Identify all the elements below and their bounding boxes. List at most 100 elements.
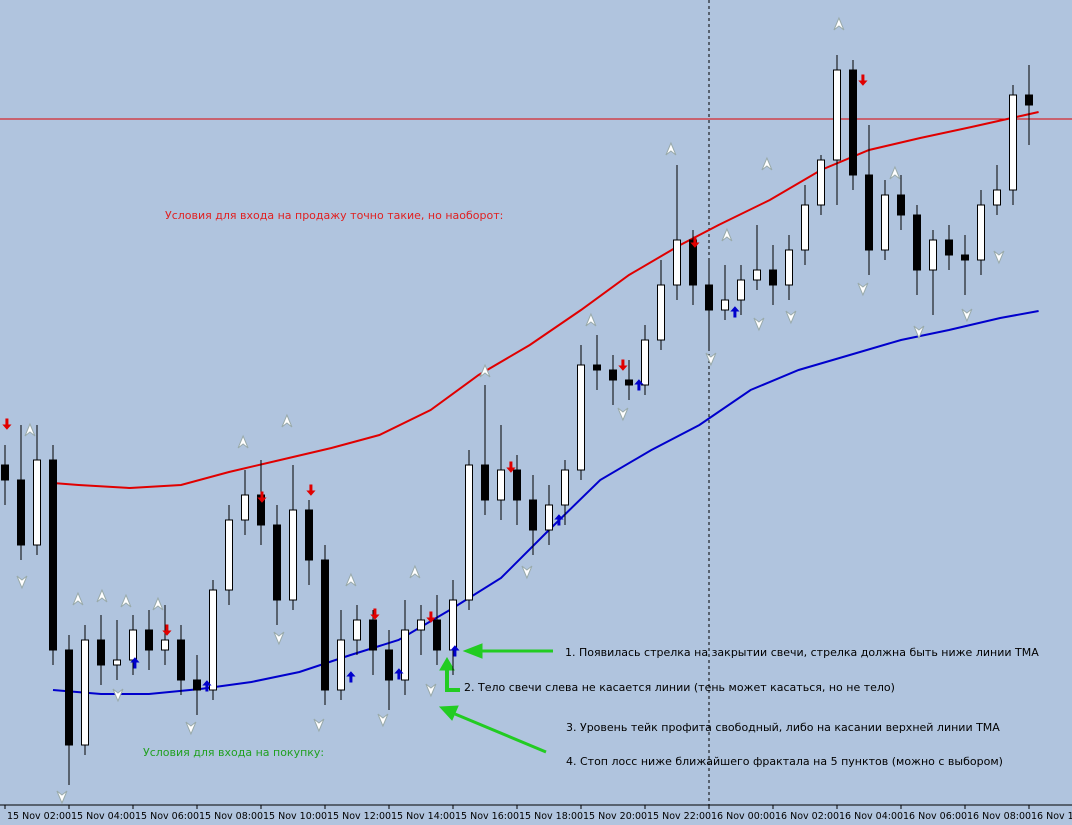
- sell-arrow: [257, 491, 267, 503]
- x-tick-label: 16 Nov 04:00: [839, 811, 903, 822]
- candle-body: [33, 459, 41, 546]
- fractal-down: [785, 310, 797, 325]
- buy-arrow: [346, 671, 356, 683]
- candle-body: [945, 239, 953, 256]
- sell-arrow: [426, 611, 436, 623]
- candle-body: [97, 639, 105, 666]
- fractal-down: [56, 790, 68, 805]
- fractal-down: [273, 631, 285, 646]
- x-tick-label: 16 Nov 10: [1031, 811, 1072, 822]
- fractal-up: [72, 591, 84, 606]
- candle-body: [529, 499, 537, 531]
- fractal-down: [913, 325, 925, 340]
- fractal-up: [345, 572, 357, 587]
- x-tick-label: 15 Nov 04:00: [71, 811, 135, 822]
- candle-body: [785, 249, 793, 286]
- candle-body: [481, 464, 489, 501]
- fractal-down: [617, 407, 629, 422]
- buy-arrow: [730, 306, 740, 318]
- fractal-up: [761, 156, 773, 171]
- candle-body: [369, 619, 377, 651]
- candle-body: [241, 494, 249, 521]
- candle-body: [561, 469, 569, 506]
- candle-body: [81, 639, 89, 746]
- arrow-head: [462, 643, 483, 659]
- candle-body: [209, 589, 217, 691]
- fractal-up: [281, 413, 293, 428]
- candle-body: [193, 679, 201, 691]
- sell-arrow: [162, 624, 172, 636]
- x-tick-label: 15 Nov 20:00: [583, 811, 647, 822]
- fractal-up: [409, 564, 421, 579]
- candle-body: [961, 254, 969, 261]
- buy-arrow: [394, 668, 404, 680]
- candle-body: [49, 459, 57, 651]
- green-arrows: [438, 643, 553, 754]
- candle-body: [833, 69, 841, 161]
- fractal-up: [833, 16, 845, 31]
- x-tick-label: 15 Nov 22:00: [647, 811, 711, 822]
- candle-body: [673, 239, 681, 286]
- x-tick-label: 15 Nov 02:00: [7, 811, 71, 822]
- fractal-down: [313, 718, 325, 733]
- candle-body: [897, 194, 905, 216]
- sell-arrow: [306, 484, 316, 496]
- candle-body: [113, 659, 121, 666]
- x-tick-label: 15 Nov 12:00: [327, 811, 391, 822]
- candle-body: [1, 464, 9, 481]
- candle-body: [273, 524, 281, 601]
- candle-body: [641, 339, 649, 386]
- candle-body: [929, 239, 937, 271]
- candle-body: [401, 629, 409, 681]
- candle-body: [305, 509, 313, 561]
- candle-body: [593, 364, 601, 371]
- candle-body: [753, 269, 761, 281]
- fractal-down: [993, 250, 1005, 265]
- candle-body: [737, 279, 745, 301]
- candle-body: [513, 469, 521, 501]
- fractal-up: [479, 363, 491, 378]
- arrow: [454, 712, 547, 754]
- sell-arrow: [690, 236, 700, 248]
- fractal-down: [16, 575, 28, 590]
- x-tick-label: 15 Nov 18:00: [519, 811, 583, 822]
- candle-body: [385, 649, 393, 681]
- candle-body: [865, 174, 873, 251]
- sell-arrow: [618, 359, 628, 371]
- buy-arrow: [202, 680, 212, 692]
- candle-body: [721, 299, 729, 311]
- candle-body: [177, 639, 185, 681]
- x-tick-label: 15 Nov 16:00: [455, 811, 519, 822]
- x-tick-label: 16 Nov 08:00: [967, 811, 1031, 822]
- x-tick-label: 15 Nov 08:00: [199, 811, 263, 822]
- candle-body: [449, 599, 457, 651]
- fractal-down: [112, 688, 124, 703]
- x-tick-label: 15 Nov 10:00: [263, 811, 327, 822]
- fractal-down: [185, 721, 197, 736]
- candle-body: [225, 519, 233, 591]
- candle-body: [705, 284, 713, 311]
- annotation: Условия для входа на покупку:: [143, 746, 324, 759]
- annotation: 4. Стоп лосс ниже ближайшего фрактала на…: [566, 755, 1003, 768]
- candle-body: [801, 204, 809, 251]
- candle-body: [993, 189, 1001, 206]
- candle-body: [769, 269, 777, 286]
- arrow-head: [439, 657, 455, 671]
- fractal-up: [889, 165, 901, 180]
- candle-body: [145, 629, 153, 651]
- candle-body: [881, 194, 889, 251]
- candle-body: [321, 559, 329, 691]
- candle-body: [625, 379, 633, 386]
- candle-body: [129, 629, 137, 661]
- fractal-up: [120, 593, 132, 608]
- candle-body: [161, 639, 169, 651]
- annotation: 1. Появилась стрелка на закрытии свечи, …: [565, 646, 1039, 659]
- fractal-up: [96, 588, 108, 603]
- candle-body: [17, 479, 25, 546]
- buy-arrow: [130, 657, 140, 669]
- arrow-head: [438, 705, 459, 721]
- candle-body: [817, 159, 825, 206]
